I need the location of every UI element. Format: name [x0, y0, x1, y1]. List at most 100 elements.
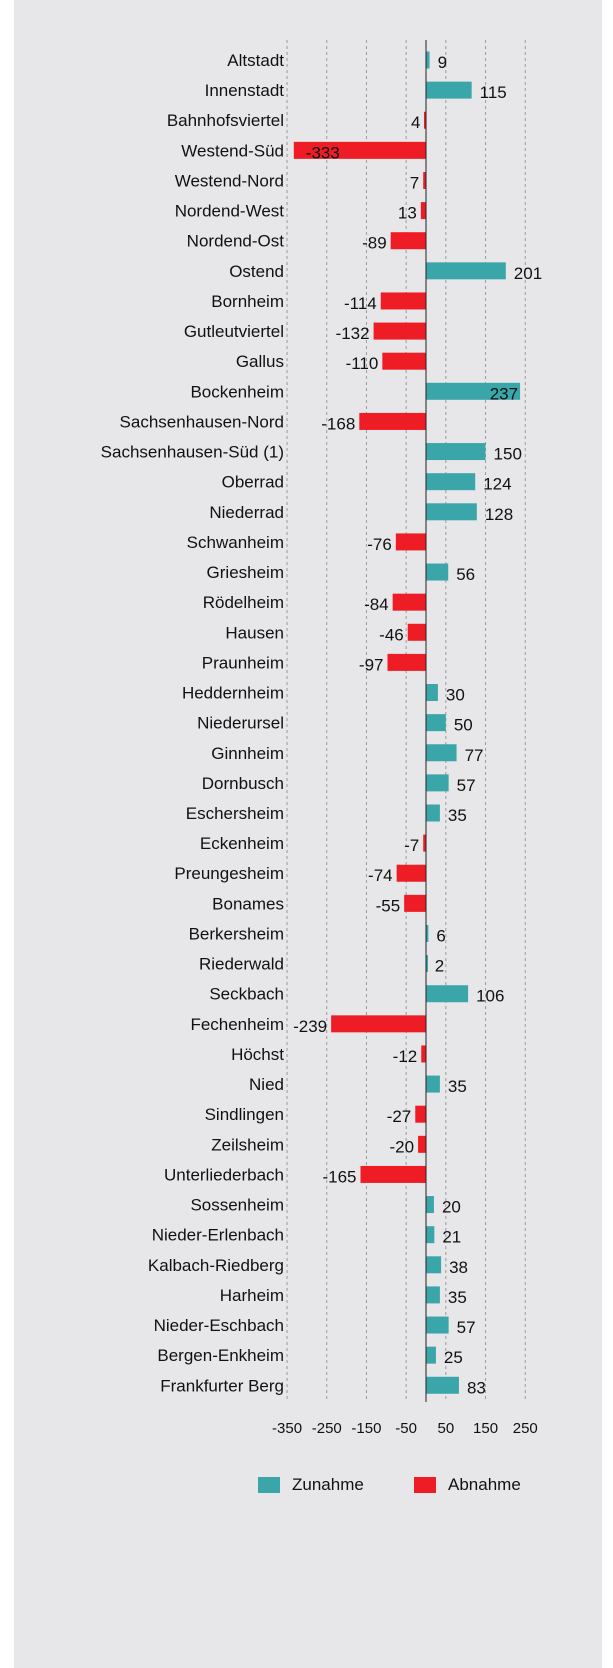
bar	[331, 1015, 426, 1033]
category-label: Gallus	[236, 352, 284, 371]
value-label: -74	[368, 866, 393, 885]
value-label: 20	[442, 1198, 461, 1217]
category-labels: Altstadt Innenstadt Bahnhofsviertel Westend…	[101, 51, 285, 1395]
bar	[373, 322, 426, 340]
value-label: 4	[411, 113, 420, 132]
category-label: Bergen-Enkheim	[157, 1346, 284, 1365]
category-label: Dornbusch	[202, 774, 284, 793]
x-axis-ticks: -350 -250 -150 -50 50 150 250	[272, 1420, 538, 1437]
value-label: 35	[448, 1288, 467, 1307]
bar	[426, 1075, 440, 1093]
bar-chart: Altstadt Innenstadt Bahnhofsviertel Westend…	[101, 40, 542, 1437]
category-label: Sossenheim	[190, 1196, 284, 1215]
value-label: 2	[435, 957, 444, 976]
value-label: -97	[359, 655, 384, 674]
bar	[426, 955, 428, 973]
value-label: 128	[485, 505, 513, 524]
legend-item-abnahme: Abnahme	[414, 1474, 521, 1496]
bar	[426, 51, 430, 69]
bar	[360, 1165, 426, 1183]
bar	[382, 352, 426, 370]
category-label: Nordend-Ost	[187, 232, 285, 251]
bar	[426, 1196, 434, 1214]
category-label: Fechenheim	[190, 1015, 284, 1034]
bar	[426, 1346, 436, 1364]
value-label: -239	[293, 1017, 327, 1036]
value-labels: 9 115 4 -333 7 13 -89 201 -114 -132 -110 237 -168 150…	[293, 53, 542, 1397]
category-label: Preungesheim	[174, 864, 284, 883]
value-label: -165	[322, 1167, 356, 1186]
value-label: -132	[336, 324, 370, 343]
bar	[426, 1226, 435, 1244]
value-label: 115	[480, 83, 507, 102]
bar	[426, 81, 472, 99]
value-label: 50	[454, 716, 473, 735]
value-label: 25	[444, 1348, 463, 1367]
category-label: Niederursel	[197, 714, 284, 733]
category-label: Höchst	[231, 1045, 284, 1064]
bar	[426, 924, 429, 942]
bar	[392, 593, 426, 611]
value-label: -27	[387, 1107, 412, 1126]
bar	[407, 623, 426, 641]
value-label: -55	[376, 896, 401, 915]
bar	[426, 1316, 449, 1334]
x-tick-label: -350	[272, 1420, 302, 1437]
bar	[415, 1105, 426, 1123]
bar	[426, 985, 469, 1003]
bar	[424, 111, 426, 129]
category-label: Oberrad	[222, 473, 284, 492]
category-label: Ginnheim	[211, 744, 284, 763]
value-label: -12	[393, 1047, 418, 1066]
category-label: Eckenheim	[200, 834, 284, 853]
value-label: 124	[483, 475, 511, 494]
category-label: Sachsenhausen-Süd (1)	[101, 443, 284, 462]
legend-label-abnahme: Abnahme	[448, 1475, 521, 1494]
category-label: Unterliederbach	[164, 1165, 284, 1184]
value-label: -76	[367, 535, 392, 554]
value-label: 150	[494, 445, 522, 464]
category-label: Bockenheim	[190, 382, 284, 401]
bar	[418, 1135, 426, 1153]
bar	[426, 774, 449, 792]
value-label: 201	[514, 264, 542, 283]
bar	[426, 1286, 440, 1304]
bar	[426, 262, 506, 280]
bar	[390, 232, 426, 250]
legend-swatch-abnahme	[414, 1477, 436, 1493]
x-tick-label: 250	[513, 1420, 538, 1437]
value-label: 237	[490, 384, 518, 403]
category-label: Praunheim	[202, 653, 284, 672]
value-label: -46	[379, 625, 404, 644]
value-label: -84	[364, 595, 389, 614]
category-label: Nied	[249, 1075, 284, 1094]
bars	[293, 51, 521, 1394]
category-label: Ostend	[229, 262, 284, 281]
bar	[426, 804, 440, 822]
value-label: 35	[448, 806, 467, 825]
bar	[426, 744, 457, 762]
bar	[426, 563, 449, 581]
value-label: 13	[398, 204, 417, 223]
category-label: Nieder-Eschbach	[154, 1316, 284, 1335]
value-label: 83	[467, 1378, 486, 1397]
category-label: Bonames	[212, 894, 284, 913]
category-label: Rödelheim	[203, 593, 284, 612]
category-label: Zeilsheim	[211, 1135, 284, 1154]
category-label: Hausen	[225, 623, 284, 642]
category-label: Westend-Süd	[181, 141, 284, 160]
value-label: -168	[321, 414, 355, 433]
legend-label-zunahme: Zunahme	[292, 1475, 364, 1494]
value-label: -20	[389, 1137, 414, 1156]
value-label: 38	[449, 1258, 468, 1277]
bar	[426, 503, 477, 521]
category-label: Niederrad	[209, 503, 284, 522]
bar	[426, 1376, 459, 1394]
value-label: 30	[446, 686, 465, 705]
bar	[380, 292, 426, 310]
chart-panel: Altstadt Innenstadt Bahnhofsviertel Westend…	[14, 0, 602, 1668]
category-label: Sachsenhausen-Nord	[120, 412, 284, 431]
bar	[426, 443, 486, 461]
category-label: Gutleutviertel	[184, 322, 284, 341]
category-label: Eschersheim	[186, 804, 284, 823]
